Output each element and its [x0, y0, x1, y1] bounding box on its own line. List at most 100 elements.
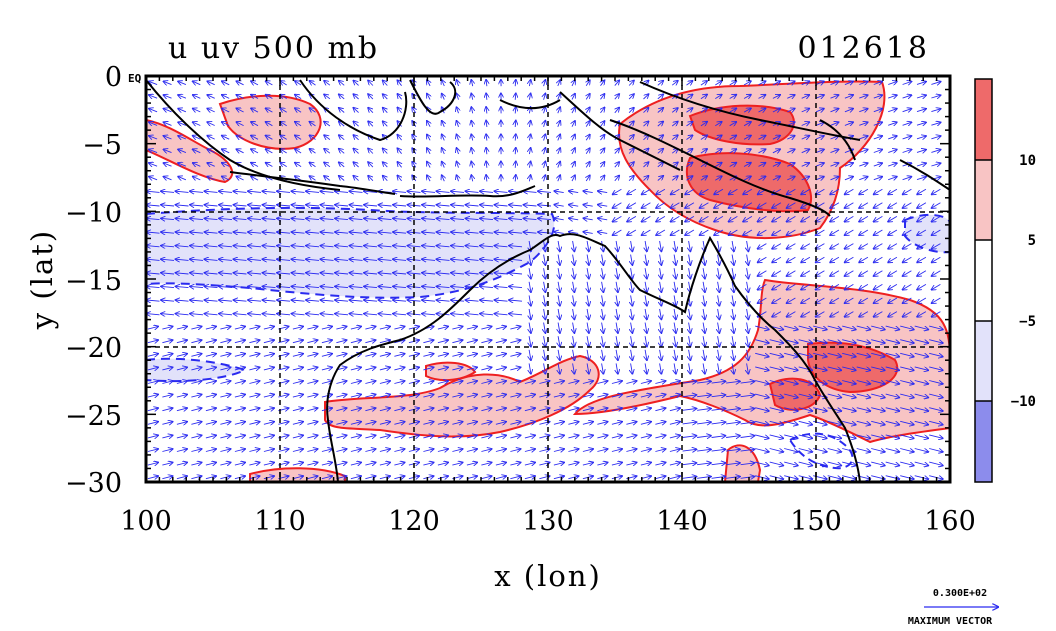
wind-vector-arrow	[178, 136, 187, 139]
wind-vector-arrow	[368, 176, 374, 182]
wind-vector-arrow	[350, 422, 361, 425]
wind-vector-arrow	[529, 363, 531, 373]
wind-vector-arrow	[306, 205, 320, 206]
wind-vector-arrow	[220, 422, 230, 425]
wind-vector-arrow	[379, 246, 392, 247]
wind-vector-arrow	[451, 205, 465, 206]
wind-vector-arrow	[480, 314, 494, 315]
wind-vector-arrow	[248, 191, 262, 192]
wind-vector-arrow	[249, 354, 259, 357]
wind-vector-arrow	[176, 259, 189, 260]
wind-vector-arrow	[292, 205, 305, 206]
wind-vector-arrow	[263, 246, 276, 247]
wind-vector-arrow	[529, 162, 530, 168]
wind-vector-arrow	[234, 463, 245, 466]
wind-vector-arrow	[321, 449, 332, 452]
wind-vector-arrow	[394, 367, 404, 370]
wind-vector-arrow	[207, 163, 215, 166]
wind-vector-arrow	[365, 367, 375, 370]
wind-vector-arrow	[263, 232, 276, 233]
wind-vector-arrow	[509, 218, 523, 219]
wind-vector-arrow	[292, 408, 303, 411]
wind-vector-arrow	[191, 395, 201, 398]
wind-vector-arrow	[149, 149, 158, 152]
wind-vector-arrow	[321, 476, 332, 479]
wind-vector-arrow	[495, 367, 506, 370]
wind-vector-arrow	[205, 449, 216, 452]
wind-vector-arrow	[306, 246, 320, 247]
wind-vector-arrow	[321, 354, 332, 357]
wind-vector-arrow	[292, 191, 305, 192]
wind-vector-arrow	[394, 463, 404, 466]
wind-vector-arrow	[176, 395, 187, 398]
wind-vector-arrow	[147, 218, 160, 219]
wind-vector-arrow	[368, 94, 374, 100]
wind-vector-arrow	[397, 135, 401, 141]
wind-vector-arrow	[515, 175, 516, 182]
wind-vector-arrow	[480, 205, 494, 206]
x-tick-labels: 100 110 120 130 140 150 160	[120, 506, 976, 537]
wind-vector-arrow	[176, 340, 187, 343]
wind-vector-arrow	[310, 135, 316, 139]
wind-vector-arrow	[529, 349, 531, 360]
wind-vector-arrow	[442, 94, 445, 100]
colorbar-label: 10	[1019, 153, 1036, 169]
wind-vector-arrow	[191, 422, 201, 425]
wind-vector-arrow	[236, 149, 244, 153]
wind-vector-arrow	[466, 422, 477, 425]
wind-vector-arrow	[234, 246, 247, 247]
wind-vector-arrow	[451, 273, 465, 274]
wind-vector-arrow	[481, 449, 491, 452]
wind-vector-arrow	[219, 218, 233, 219]
colorbar-band-weak-negative	[975, 321, 992, 401]
wind-vector-arrow	[480, 246, 494, 247]
wind-vector-arrow	[529, 254, 531, 265]
wind-vector-arrow	[364, 259, 378, 260]
wind-vector-arrow	[149, 177, 158, 180]
wind-vector-arrow	[161, 218, 175, 219]
wind-vector-arrow	[251, 95, 259, 99]
wind-vector-arrow	[364, 286, 378, 287]
wind-vector-arrow	[205, 381, 216, 384]
wind-vector-arrow	[471, 121, 472, 127]
wind-vector-arrow	[234, 449, 245, 452]
wind-vector-arrow	[383, 121, 388, 127]
wind-vector-arrow	[236, 95, 244, 99]
wind-vector-arrow	[397, 162, 401, 168]
wind-vector-arrow	[379, 449, 390, 452]
wind-vector-arrow	[277, 300, 291, 301]
wind-vector-arrow	[515, 121, 516, 128]
wind-vector-arrow	[161, 246, 175, 247]
wind-vector-arrow	[466, 395, 477, 398]
wind-vector-arrow	[353, 121, 359, 127]
wind-vector-arrow	[176, 286, 189, 287]
wind-vector-arrow	[266, 108, 273, 112]
wind-vector-arrow	[310, 108, 316, 112]
wind-vector-arrow	[147, 286, 160, 287]
wind-vector-arrow	[336, 327, 346, 330]
wind-vector-arrow	[457, 94, 459, 100]
vector-key: 0.300E+02 MAXIMUM VECTOR	[908, 588, 998, 627]
wind-vector-arrow	[368, 81, 374, 86]
wind-vector-arrow	[466, 218, 479, 219]
colorbar-label: −5	[1019, 314, 1036, 330]
wind-vector-arrow	[394, 422, 404, 425]
wind-vector-arrow	[205, 354, 216, 357]
wind-vector-arrow	[263, 191, 276, 192]
wind-vector-arrow	[481, 354, 491, 357]
wind-vector-arrow	[292, 476, 303, 479]
wind-vector-arrow	[277, 218, 291, 219]
wind-vector-arrow	[162, 463, 172, 466]
wind-vector-arrow	[220, 327, 230, 330]
wind-vector-arrow	[364, 218, 378, 219]
wind-vector-arrow	[191, 340, 201, 343]
wind-vector-arrow	[251, 136, 259, 140]
wind-vector-arrow	[339, 135, 345, 140]
wind-vector-arrow	[263, 314, 276, 315]
wind-vector-arrow	[306, 286, 320, 287]
wind-vector-arrow	[222, 95, 230, 99]
wind-vector-arrow	[350, 408, 361, 411]
wind-vector-arrow	[220, 395, 230, 398]
wind-vector-arrow	[394, 327, 404, 330]
wind-vector-arrow	[397, 94, 401, 100]
